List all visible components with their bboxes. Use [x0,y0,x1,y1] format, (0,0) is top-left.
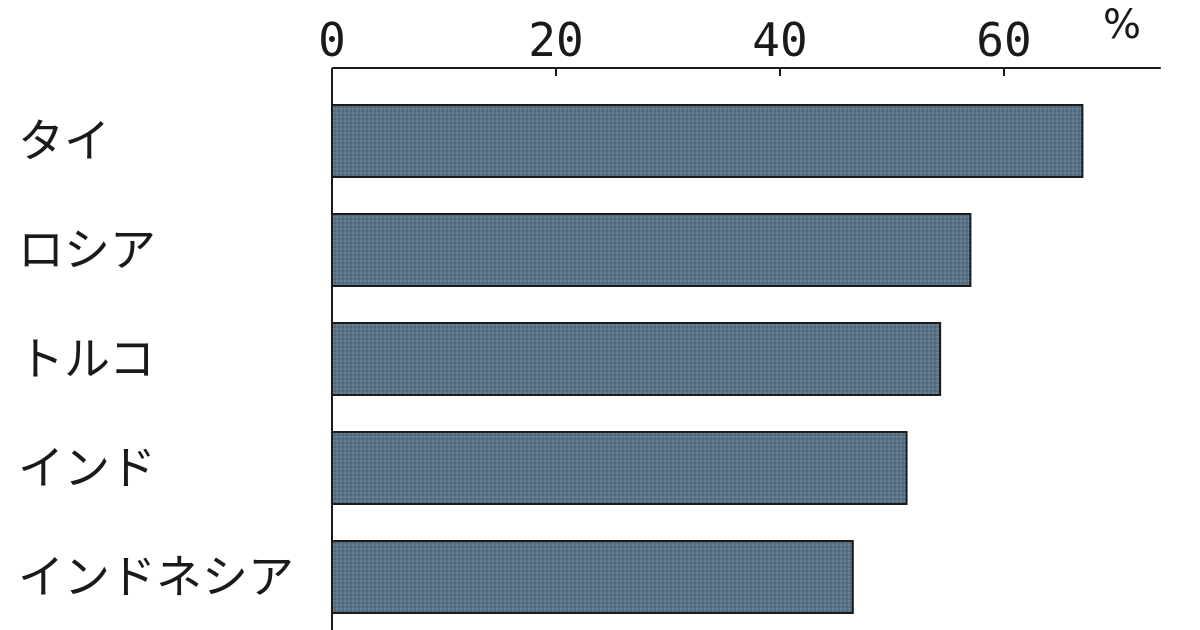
bar [331,213,972,287]
bar [331,322,942,396]
x-tick-label: 0 [318,13,346,67]
x-tick-label: 60 [976,13,1031,67]
bar [331,540,854,614]
x-tick-label: 20 [528,13,583,67]
category-label: タイ [18,114,110,168]
x-axis: 0 20 40 60% [318,2,1161,630]
bars [331,104,1084,614]
category-label: インドネシア [18,550,294,604]
bar [331,104,1084,178]
category-label: ロシア [18,223,156,277]
x-tick-label: 40 [752,13,807,67]
category-label: トルコ [18,332,155,386]
unit-label: % [1103,2,1141,48]
category-label: インド [18,441,156,495]
bar [331,431,908,505]
